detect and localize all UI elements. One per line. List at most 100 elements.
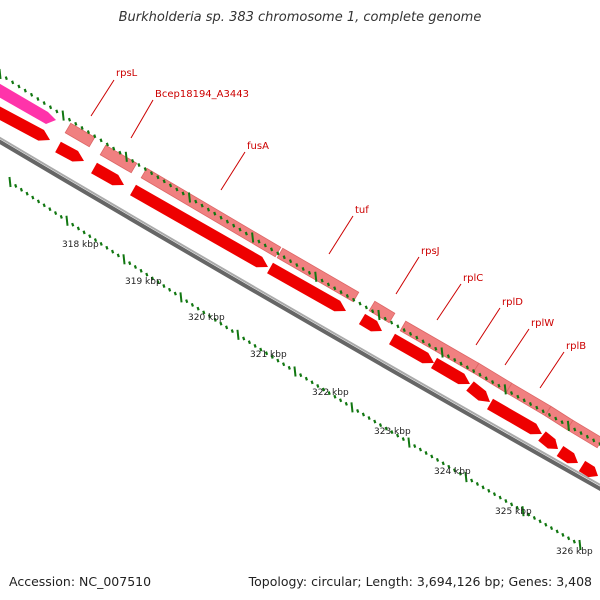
lower-tick: [88, 234, 92, 239]
upper-tick: [225, 219, 229, 224]
kbp-label-318: 318 kbp: [62, 240, 99, 250]
lower-tick: [179, 292, 183, 303]
lower-tick: [14, 183, 18, 188]
upper-tick: [541, 409, 545, 414]
upper-tick: [453, 357, 457, 362]
upper-tick: [99, 138, 103, 143]
upper-tick: [389, 320, 394, 325]
map-title: Burkholderia sp. 383 chromosome 1, compl…: [118, 10, 482, 25]
gene-band-rpsL: [64, 122, 96, 148]
gene-label-tuf: tuf: [355, 205, 369, 216]
lower-tick: [42, 203, 46, 208]
upper-tick: [573, 427, 577, 432]
gene-label-rpsL: rpsL: [116, 68, 138, 79]
upper-tick: [326, 282, 331, 287]
kbp-label-326: 326 kbp: [556, 547, 593, 557]
lower-tick: [128, 261, 132, 266]
upper-tick: [156, 175, 160, 180]
upper-tick: [124, 151, 128, 162]
upper-tick: [80, 126, 84, 130]
lower-tick: [122, 254, 126, 265]
upper-tick: [213, 211, 217, 216]
lower-tick: [162, 284, 166, 288]
leader-line-fusA: [220, 151, 246, 191]
upper-tick: [421, 339, 425, 344]
lower-tick: [413, 444, 417, 449]
upper-tick: [427, 343, 432, 348]
tick-row-upper: [0, 68, 600, 446]
lower-tick: [276, 358, 280, 363]
gene-label-rplD: rplD: [502, 297, 523, 308]
upper-tick: [137, 163, 141, 167]
upper-tick: [339, 290, 343, 295]
lower-tick: [242, 336, 246, 341]
lower-tick: [247, 340, 251, 345]
cds-arrow-rpsJ: [358, 313, 382, 332]
cds-arrow-rplW: [487, 398, 542, 435]
lower-tick: [71, 222, 75, 227]
upper-tick: [484, 376, 488, 381]
upper-tick: [206, 207, 211, 212]
leader-line-rpsL: [90, 79, 115, 117]
upper-tick: [149, 171, 154, 176]
cds-arrow-next: [578, 460, 598, 478]
upper-tick: [86, 130, 91, 135]
lower-tick: [190, 302, 194, 307]
upper-tick: [55, 109, 59, 114]
lower-tick: [373, 419, 377, 424]
lower-tick: [99, 241, 103, 246]
tick-row-lower: [8, 176, 582, 551]
upper-tick: [402, 328, 406, 333]
upper-tick: [48, 105, 53, 110]
upper-tick: [42, 101, 46, 106]
leader-line-rpsJ: [395, 256, 420, 295]
lower-tick: [487, 488, 491, 493]
gene-band-next: [566, 419, 600, 449]
upper-tick: [232, 223, 236, 228]
upper-tick: [579, 431, 583, 436]
upper-tick: [352, 297, 356, 302]
gene-band-rpsJ: [368, 300, 396, 324]
lower-tick: [333, 394, 337, 399]
upper-tick: [168, 183, 173, 188]
upper-tick: [503, 384, 507, 395]
upper-tick: [112, 146, 116, 151]
upper-tick: [585, 434, 589, 439]
lower-tick: [82, 230, 86, 235]
upper-tick: [238, 227, 242, 232]
leader-line-rplW: [504, 328, 530, 366]
lower-tick: [230, 329, 234, 334]
lower-tick: [344, 401, 348, 406]
upper-tick: [295, 263, 299, 268]
upper-tick: [61, 110, 65, 121]
upper-tick: [269, 247, 274, 252]
upper-tick: [434, 346, 438, 351]
upper-tick: [23, 88, 27, 93]
gene-label-rpsJ: rpsJ: [421, 246, 440, 257]
lower-tick: [538, 519, 542, 524]
lower-tick: [36, 199, 41, 204]
cds-arrow-rplC: [389, 333, 434, 364]
upper-tick: [307, 270, 312, 275]
lower-tick: [168, 287, 172, 292]
leader-line-tuf: [328, 215, 354, 255]
upper-tick: [219, 215, 223, 220]
upper-tick: [459, 361, 463, 366]
lower-tick: [213, 317, 217, 322]
lower-tick: [549, 526, 554, 531]
lower-tick: [418, 447, 422, 452]
upper-tick: [320, 278, 324, 283]
lower-tick: [116, 253, 120, 258]
upper-tick: [314, 271, 318, 282]
cds-arrow-rplB: [538, 431, 558, 449]
upper-tick: [105, 142, 109, 147]
lower-tick: [447, 464, 451, 469]
cds-arrow-rplD: [466, 381, 490, 402]
lower-tick: [156, 280, 160, 285]
upper-tick: [288, 259, 293, 264]
lower-tick: [470, 478, 474, 483]
lower-tick: [544, 522, 548, 527]
lower-tick: [350, 402, 354, 413]
kbp-label-319: 319 kbp: [125, 277, 162, 287]
lower-tick: [458, 471, 462, 476]
